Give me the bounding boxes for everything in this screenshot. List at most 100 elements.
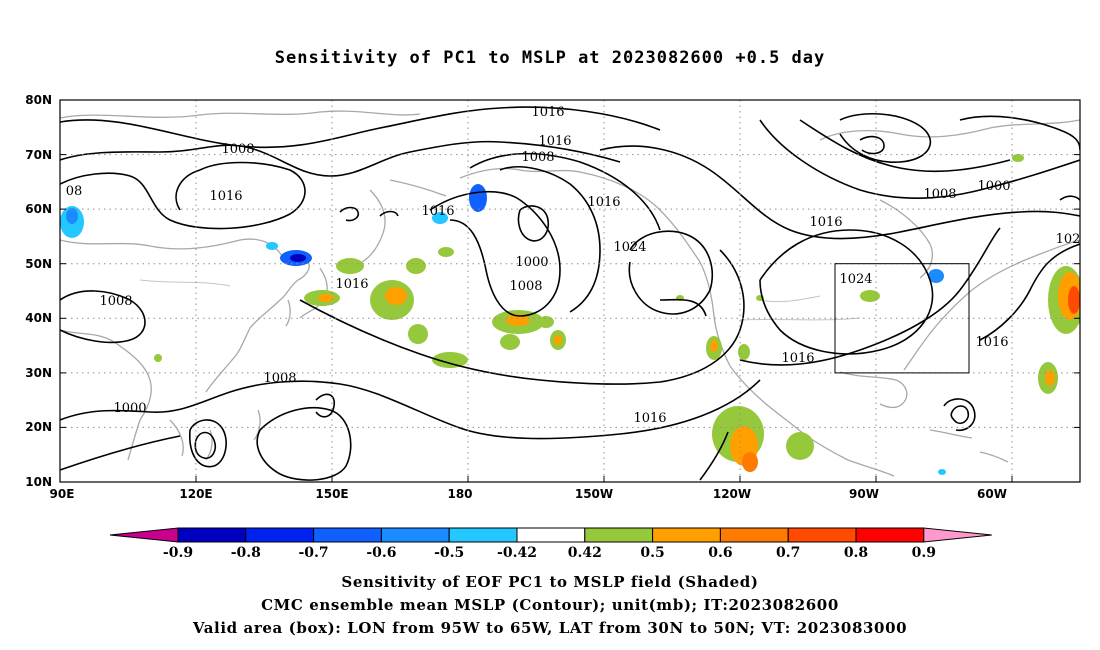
isobar-label: 1016 — [209, 189, 242, 204]
colorbar-label: -0.6 — [366, 545, 396, 561]
shade-positive — [438, 247, 454, 257]
shade-negative — [469, 184, 487, 212]
shade-positive — [154, 354, 162, 362]
isobar-label: 1000 — [113, 401, 146, 416]
shade-positive — [710, 340, 718, 352]
lon-label: 180 — [447, 487, 472, 501]
isobar-label: 08 — [66, 184, 83, 199]
isobar-labels: 1016 1016 1008 1008 08 1016 1016 1016 10… — [66, 105, 1081, 426]
axis-ticks — [60, 99, 1080, 482]
lat-label: 10N — [25, 475, 52, 489]
isobar-label: 1016 — [421, 204, 454, 219]
latitude-labels: 80N 70N 60N 50N 40N 30N 20N 10N — [25, 93, 52, 489]
lon-label: 90W — [849, 487, 879, 501]
lat-label: 30N — [25, 366, 52, 380]
lat-label: 70N — [25, 148, 52, 162]
colorbar-label: -0.8 — [231, 545, 261, 561]
lat-label: 20N — [25, 420, 52, 434]
colorbar-segment — [787, 527, 857, 543]
colorbar: -0.9 -0.8 -0.7 -0.6 -0.5 -0.42 0.42 0.5 0.6 0.7 0.… — [109, 527, 992, 561]
isobar-label: 1024 — [839, 272, 872, 287]
colorbar-segment — [313, 527, 382, 543]
colorbar-label: -0.42 — [497, 545, 537, 561]
colorbar-segment — [245, 527, 315, 543]
shade-positive — [1068, 286, 1080, 314]
colorbar-label: 0.7 — [776, 545, 800, 561]
map-background — [60, 100, 1080, 482]
shade-positive — [318, 294, 334, 302]
colorbar-label: -0.5 — [434, 545, 464, 561]
lat-label: 80N — [25, 93, 52, 107]
isobar-label: 1016 — [335, 277, 368, 292]
colorbar-label: -0.7 — [299, 545, 329, 561]
isobar-label: 1000 — [977, 179, 1010, 194]
colorbar-label: -0.9 — [163, 545, 193, 561]
shade-positive — [385, 287, 407, 305]
colorbar-segment — [652, 527, 721, 543]
isobar-label: 1016 — [587, 195, 620, 210]
map-title: Sensitivity of PC1 to MSLP at 2023082600… — [274, 48, 826, 68]
shade-positive — [336, 258, 364, 274]
lat-label: 60N — [25, 202, 52, 216]
shade-negative — [938, 469, 946, 475]
shade-positive — [408, 324, 428, 344]
longitude-labels: 90E 120E 150E 180 150W 120W 90W 60W — [50, 487, 1007, 501]
isobar-label: 1008 — [99, 294, 132, 309]
coastlines — [60, 110, 1080, 477]
shade-positive — [432, 352, 468, 368]
caption-shading: Sensitivity of EOF PC1 to MSLP field (Sh… — [341, 573, 759, 591]
isobar-label: 1008 — [263, 371, 296, 386]
shade-positive — [860, 290, 880, 302]
isobar-label: 1016 — [975, 335, 1008, 350]
shade-negative — [928, 269, 944, 283]
isobar-label: 1016 — [538, 134, 571, 149]
shade-positive — [742, 452, 758, 472]
isobar-label: 1008 — [509, 279, 542, 294]
shade-negative — [66, 208, 78, 224]
caption-valid-area: Valid area (box): LON from 95W to 65W, L… — [192, 619, 908, 637]
colorbar-label: 0.9 — [912, 545, 936, 561]
shade-positive — [500, 334, 520, 350]
shade-positive — [554, 335, 562, 345]
shade-positive — [738, 344, 750, 360]
colorbar-label: 0.42 — [568, 545, 602, 561]
isobar-label: 1008 — [221, 142, 254, 157]
lon-label: 60W — [977, 487, 1007, 501]
lon-label: 120W — [713, 487, 751, 501]
isobar-label: 1016 — [531, 105, 564, 120]
shade-positive — [1012, 154, 1024, 162]
colorbar-segment — [719, 527, 789, 543]
colorbar-segment — [448, 527, 518, 543]
shade-negative — [432, 212, 448, 224]
lat-label: 40N — [25, 311, 52, 325]
isobar-label: 1016 — [633, 411, 666, 426]
sensitivity-shading — [60, 154, 1080, 475]
isobar-label: 1016 — [809, 215, 842, 230]
colorbar-segment — [855, 527, 925, 543]
isobar-label: 102 — [1056, 232, 1081, 247]
colorbar-label: 0.6 — [708, 545, 732, 561]
isobar-label: 1008 — [521, 150, 554, 165]
lon-label: 150E — [315, 487, 348, 501]
isobar-label: 1008 — [923, 187, 956, 202]
colorbar-label: 0.5 — [640, 545, 664, 561]
shade-negative — [266, 242, 278, 250]
colorbar-low-extension — [109, 527, 179, 543]
colorbar-high-extension — [923, 527, 992, 543]
shade-negative — [290, 254, 306, 262]
isobar-label: 1016 — [781, 351, 814, 366]
valid-area-box — [834, 263, 970, 374]
colorbar-segment — [584, 527, 654, 543]
caption-contour: CMC ensemble mean MSLP (Contour); unit(m… — [261, 596, 839, 614]
lon-label: 120E — [179, 487, 212, 501]
colorbar-label: 0.8 — [844, 545, 868, 561]
isobar-label: 1000 — [515, 255, 548, 270]
colorbar-segment — [177, 527, 247, 543]
lon-label: 90E — [50, 487, 75, 501]
shade-positive — [506, 314, 530, 326]
map-frame — [59, 99, 1081, 483]
isobar-contours — [60, 106, 1080, 481]
shade-positive — [538, 316, 554, 328]
isobar-label: 1024 — [613, 240, 646, 255]
